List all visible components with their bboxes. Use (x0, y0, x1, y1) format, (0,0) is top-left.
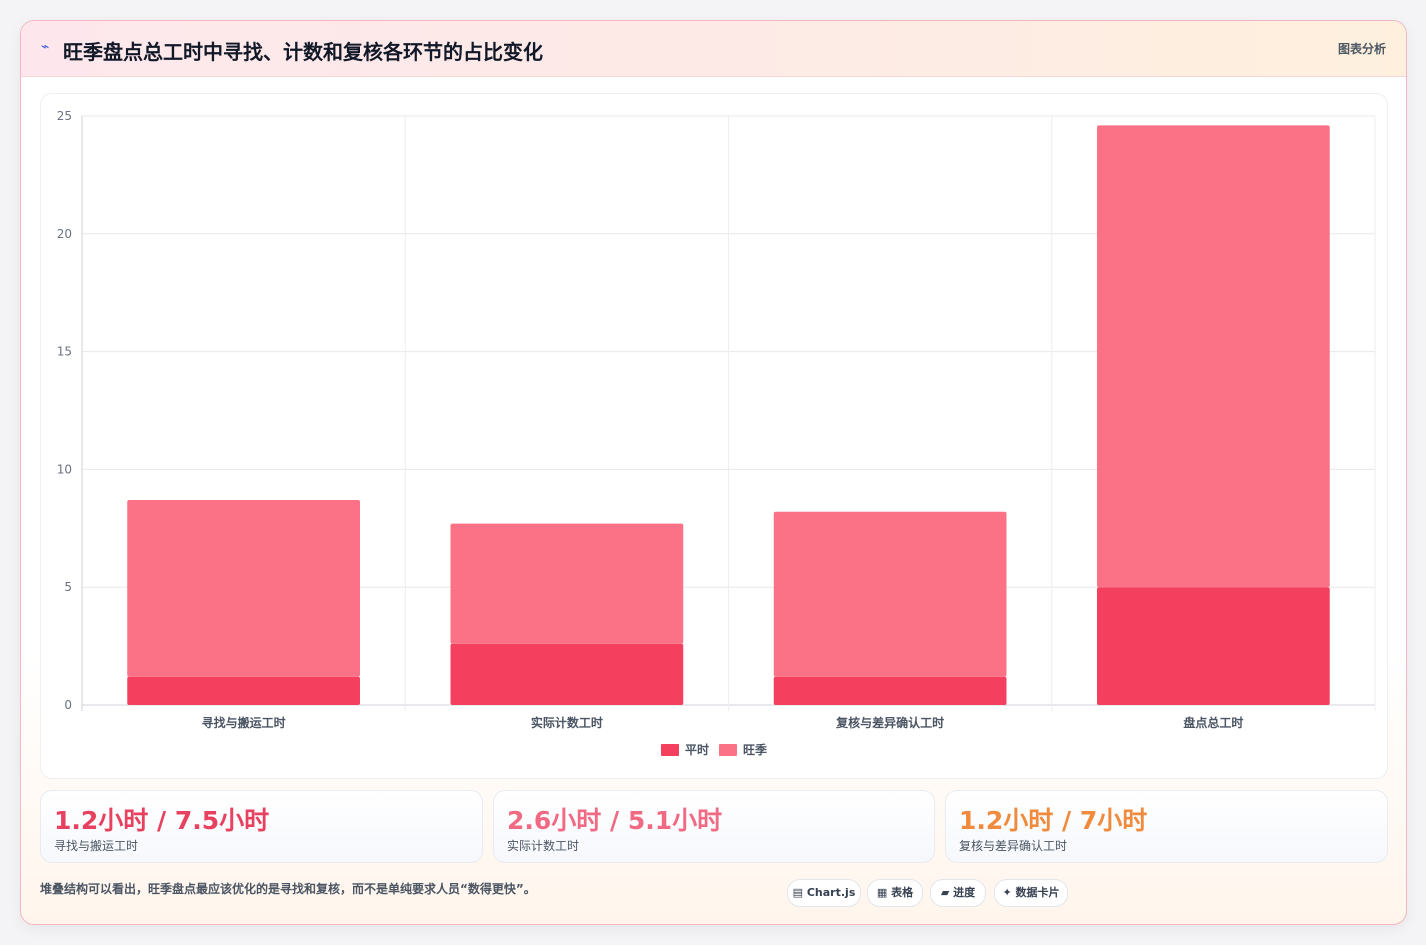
stat-card-search: 1.2小时 / 7.5小时 寻找与搬运工时 (40, 790, 483, 863)
pill-progress[interactable]: ▰ 进度 (930, 879, 986, 907)
x-tick-label: 盘点总工时 (1183, 715, 1243, 730)
legend-swatch (719, 744, 737, 756)
stat-card-count: 2.6小时 / 5.1小时 实际计数工时 (493, 790, 935, 863)
stat-label: 实际计数工时 (507, 839, 580, 853)
bar-segment (450, 643, 684, 705)
pill-table[interactable]: ▦ 表格 (867, 879, 923, 907)
chart-card: ⌁ 旺季盘点总工时中寻找、计数和复核各环节的占比变化 图表分析 0 5 10 15 20… (20, 20, 1407, 925)
bolt-icon: ⌁ (41, 39, 50, 55)
progress-icon: ▰ (940, 886, 950, 899)
y-tick-label: 5 (64, 580, 72, 594)
x-tick-label: 实际计数工时 (531, 715, 603, 730)
pill-chartjs[interactable]: ▤ Chart.js (787, 879, 861, 907)
chart-analysis-tag: 图表分析 (1337, 42, 1386, 56)
stat-value: 1.2小时 / 7小时 (959, 806, 1148, 835)
bar-segment (1097, 587, 1330, 705)
chart-container: 0 5 10 15 20 25 寻找与搬运工时 实际计数工时 复核与差异确认工时 盘点总工时平时 旺… (40, 93, 1388, 779)
pill-label: 表格 (891, 886, 914, 899)
stat-value: 1.2小时 / 7.5小时 (54, 806, 270, 835)
page-title: 旺季盘点总工时中寻找、计数和复核各环节的占比变化 (63, 40, 543, 64)
y-tick-label: 15 (57, 345, 72, 359)
footer-note: 堆叠结构可以看出，旺季盘点最应该优化的是寻找和复核，而不是单纯要求人员“数得更快… (40, 882, 536, 896)
bar-segment (1097, 125, 1330, 588)
stat-value: 2.6小时 / 5.1小时 (507, 806, 723, 835)
sparkle-icon: ✦ (1002, 886, 1012, 899)
bar-segment (773, 511, 1007, 677)
pill-label: 进度 (953, 886, 976, 899)
x-tick-label: 复核与差异确认工时 (835, 715, 944, 730)
bar-segment (127, 500, 360, 677)
chart-icon: ▤ (792, 886, 804, 899)
legend-label: 旺季 (743, 742, 768, 757)
legend-label: 平时 (685, 742, 709, 757)
bar-segment (450, 523, 684, 644)
pill-label: Chart.js (806, 886, 856, 899)
stat-label: 寻找与搬运工时 (54, 839, 139, 853)
card-header: ⌁ 旺季盘点总工时中寻找、计数和复核各环节的占比变化 图表分析 (21, 21, 1406, 77)
bar-segment (127, 676, 360, 705)
pill-label: 数据卡片 (1015, 886, 1060, 899)
table-icon: ▦ (876, 886, 888, 899)
y-tick-label: 20 (57, 227, 72, 241)
legend-swatch (661, 744, 679, 756)
stat-card-review: 1.2小时 / 7小时 复核与差异确认工时 (945, 790, 1388, 863)
stat-label: 复核与差异确认工时 (959, 839, 1068, 853)
pill-data-card[interactable]: ✦ 数据卡片 (994, 879, 1068, 907)
y-tick-label: 25 (57, 109, 72, 123)
bar-segment (773, 676, 1007, 705)
y-tick-label: 10 (57, 462, 72, 476)
x-tick-label: 寻找与搬运工时 (202, 715, 286, 730)
y-tick-label: 0 (64, 698, 72, 712)
